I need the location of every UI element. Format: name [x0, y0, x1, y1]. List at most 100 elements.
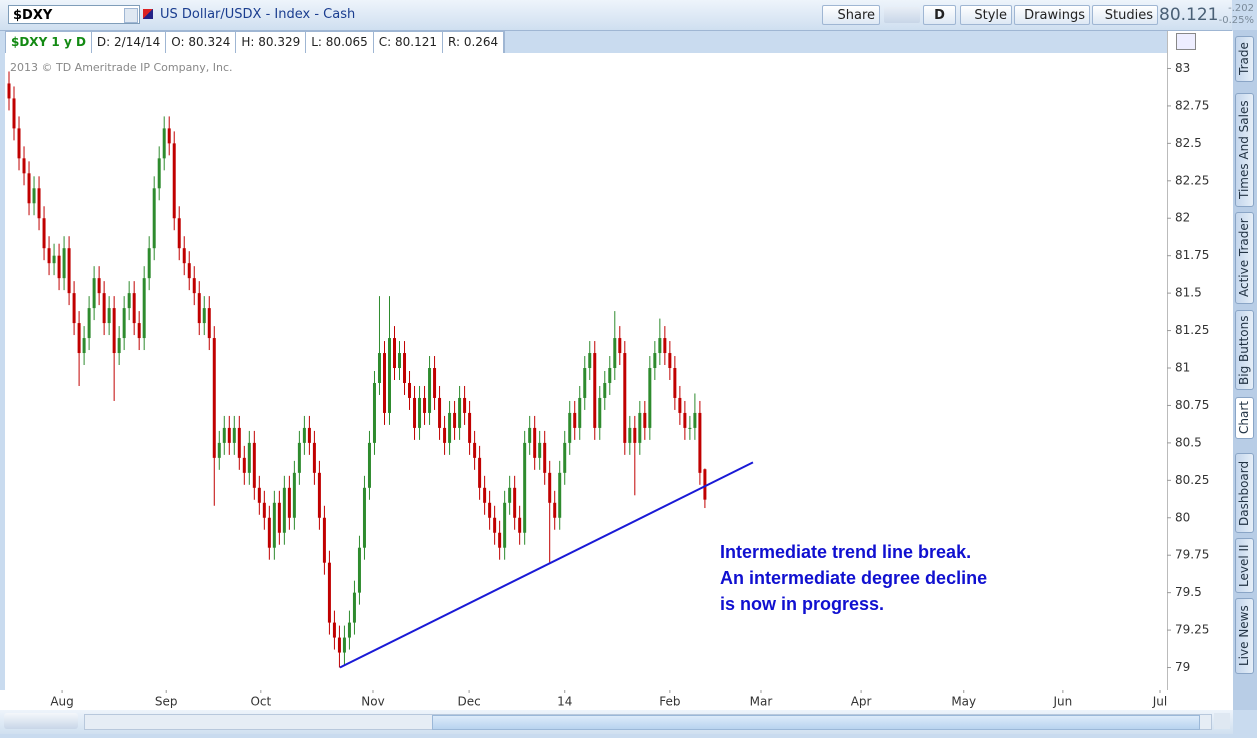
- candle-body: [52, 255, 56, 264]
- y-tick-label: 82.5: [1175, 136, 1202, 150]
- candle-body: [272, 502, 276, 548]
- candle-body: [653, 353, 657, 369]
- candle-body: [543, 442, 547, 473]
- candle-body: [538, 442, 542, 458]
- candle-body: [628, 427, 632, 443]
- candle-body: [227, 427, 231, 443]
- aggregation-button[interactable]: D: [923, 5, 956, 25]
- candle-body: [327, 562, 331, 623]
- y-tick-label: 81.5: [1175, 286, 1202, 300]
- copyright: 2013 © TD Ameritrade IP Company, Inc.: [10, 61, 233, 74]
- candle-body: [332, 622, 336, 638]
- candle-body: [67, 248, 71, 294]
- candle-body: [242, 457, 246, 473]
- chart-settings-icon[interactable]: [1176, 33, 1196, 50]
- candle-body: [508, 487, 512, 503]
- candle-body: [232, 427, 236, 443]
- candle-body: [688, 427, 692, 429]
- y-tick-label: 80.5: [1175, 435, 1202, 449]
- candle-body: [107, 308, 111, 324]
- x-tick-label: Dec: [457, 695, 480, 709]
- candle-body: [493, 517, 497, 533]
- symbol-description: US Dollar/USDX - Index - Cash: [160, 7, 356, 22]
- tool-icons[interactable]: [884, 7, 920, 23]
- x-tick-label: Aug: [50, 695, 73, 709]
- candle-body: [72, 293, 76, 324]
- drawings-button[interactable]: Drawings: [1014, 5, 1090, 25]
- candle-body: [42, 218, 46, 249]
- candle-body: [247, 442, 251, 473]
- candle-body: [12, 98, 16, 129]
- change: -.202 -0.25%: [1212, 3, 1254, 27]
- candle-body: [553, 502, 557, 518]
- candle-body: [453, 412, 457, 428]
- candle-body: [498, 532, 502, 548]
- candle-body: [638, 412, 642, 443]
- candle-body: [568, 412, 572, 443]
- candle-body: [578, 397, 582, 428]
- y-tick-label: 79.75: [1175, 548, 1209, 562]
- candle-body: [132, 293, 136, 324]
- candle-body: [112, 308, 116, 354]
- candle-body: [643, 412, 647, 428]
- candle-body: [267, 517, 271, 548]
- candle-body: [147, 248, 151, 279]
- candle-body: [302, 427, 306, 443]
- style-button[interactable]: Style: [960, 5, 1012, 25]
- candle-body: [297, 442, 301, 473]
- x-tick-label: Mar: [750, 695, 773, 709]
- candle-body: [62, 248, 66, 279]
- candle-body: [152, 188, 156, 249]
- scroll-end[interactable]: [1214, 713, 1230, 729]
- candle-body: [518, 517, 522, 533]
- info-bar: $DXY 1 y D D: 2/14/14 O: 80.324 H: 80.329 L:…: [5, 31, 506, 54]
- candle-body: [97, 278, 101, 294]
- percent-change: -0.25%: [1218, 15, 1254, 26]
- candle-body: [212, 338, 216, 458]
- candle-body: [698, 412, 702, 473]
- y-tick-label: 82.25: [1175, 173, 1209, 187]
- candle-body: [157, 158, 161, 189]
- candle-body: [17, 128, 21, 159]
- candle-body: [352, 592, 356, 623]
- scrollbar-thumb[interactable]: [432, 715, 1200, 730]
- zoom-controls[interactable]: [4, 713, 78, 729]
- candle-body: [468, 412, 472, 443]
- candle-body: [428, 368, 432, 413]
- candle-body: [458, 397, 462, 428]
- candle-body: [237, 427, 241, 458]
- y-tick-label: 79.5: [1175, 585, 1202, 599]
- candle-body: [503, 502, 507, 548]
- x-tick-label: May: [951, 695, 976, 709]
- candle-body: [413, 397, 417, 428]
- candle-body: [683, 412, 687, 428]
- candle-body: [618, 338, 622, 354]
- candle-body: [398, 353, 402, 369]
- candle-body: [197, 293, 201, 324]
- candle-body: [463, 397, 467, 413]
- studies-button[interactable]: Studies: [1092, 5, 1158, 25]
- x-tick-label: Sep: [155, 695, 178, 709]
- x-tick-label: Feb: [659, 695, 680, 709]
- candle-body: [608, 368, 612, 383]
- axis-background: [1167, 31, 1234, 690]
- x-tick-label: Jun: [1052, 695, 1072, 709]
- info-cell: $DXY 1 y D: [6, 32, 92, 53]
- candle-body: [423, 397, 427, 413]
- dropdown[interactable]: [124, 8, 138, 23]
- candle-body: [282, 487, 286, 533]
- trend-line: [339, 461, 754, 669]
- info-cell: L: 80.065: [306, 32, 374, 53]
- info-cell: C: 80.121: [374, 32, 444, 53]
- candle-body: [703, 469, 707, 500]
- share-button[interactable]: Share: [822, 5, 880, 25]
- candle-body: [377, 353, 381, 383]
- candle-body: [77, 323, 81, 354]
- symbol-input[interactable]: $DXY: [8, 5, 140, 24]
- candle-body: [513, 487, 517, 518]
- candle-body: [473, 442, 477, 458]
- bottom-bar: [0, 710, 1233, 734]
- y-tick-label: 82.75: [1175, 98, 1209, 112]
